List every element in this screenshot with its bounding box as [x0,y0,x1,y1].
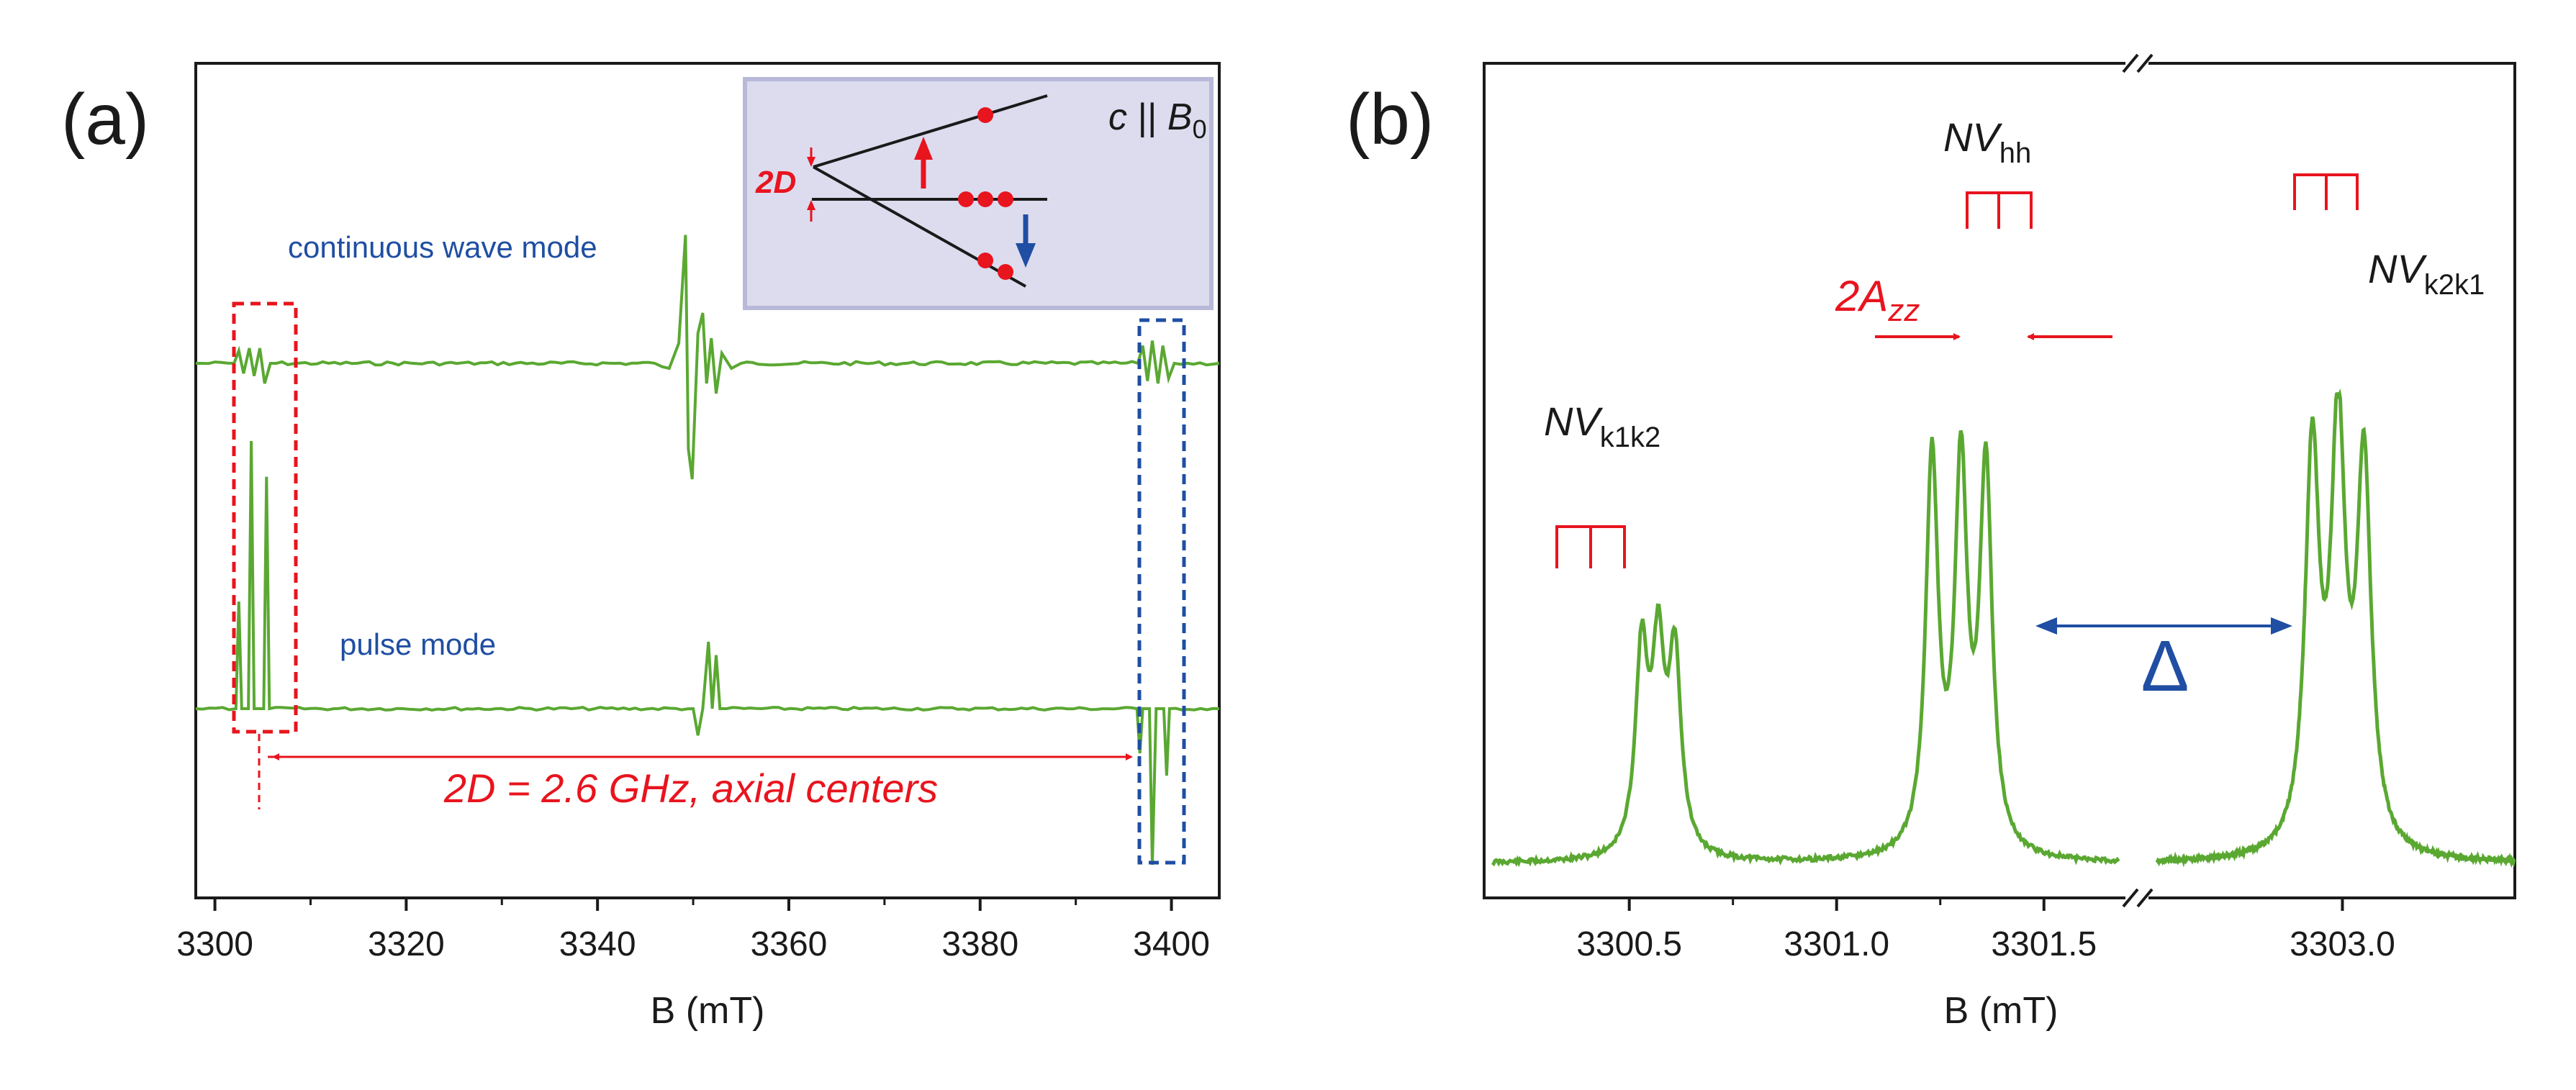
x-tick-label: 3300 [176,925,253,963]
panel-b-label: (b) [1346,79,1434,160]
upper-level-line [813,94,1048,168]
x-tick-label: 3301.5 [1991,925,2097,963]
population-dot [977,253,993,268]
delta-arrow-left-icon [2035,617,2057,635]
panel-b-xlabel: B (mT) [1944,990,2058,1032]
axis-break-mark [2136,888,2154,908]
panel-b-frame-left [1483,62,2125,899]
triplet-bracket-k2k1 [2293,173,2359,210]
triplet-bracket-k1k2 [1555,525,1626,568]
panel-a-frame [194,62,1221,899]
cw-mode-label: continuous wave mode [288,230,597,264]
nv-hh-label: NVhh [1943,114,2031,169]
panel-a-x-axis: 3300 3320 3340 3360 3380 3400 [176,898,1210,963]
series-line-cw [196,235,1220,480]
panel-a-xlabel: B (mT) [651,990,765,1032]
panel-b-frame-right [2148,62,2516,899]
x-tick-label: 3303.0 [2290,925,2395,963]
x-tick-label: 3301.0 [1784,925,1889,963]
population-dot [977,107,993,123]
up-arrow-icon [914,137,933,160]
delta-label: Δ [2141,626,2189,707]
triplet-bracket-hh [1966,191,2033,229]
inset-title: c || B0 [1108,96,1207,144]
panel-b: (b) 3300.5 3301.0 3301.5 3303.0 B (mT) NVk1… [1346,53,2516,1032]
pulse-mode-label: pulse mode [340,627,496,661]
x-tick-label: 3340 [559,925,636,963]
split-arrow-bottom-icon [807,200,815,210]
panel-a-label: (a) [61,79,149,160]
red-dashed-box [232,301,298,734]
population-dot [958,191,974,207]
x-tick-label: 3380 [941,925,1018,963]
x-tick-label: 3360 [751,925,828,963]
inset-2d-label: 2D [755,165,796,200]
panel-a: (a) 3300 3320 3340 3360 3380 3400 B (mT) cont… [61,62,1221,1032]
axis-break-mark [2136,53,2154,73]
series-line-nv-left [1491,430,2120,868]
population-dot [998,264,1013,280]
nv-k2k1-label: NVk2k1 [2368,246,2485,301]
down-arrow-icon [1016,243,1036,268]
inset-energy-diagram: 2D c || B0 [743,77,1214,310]
x-tick-label: 3300.5 [1576,925,1682,963]
axial-centers-label: 2D = 2.6 GHz, axial centers [443,766,938,811]
split-arrow-top-icon [807,157,815,167]
nv-k1k2-label: NVk1k2 [1544,399,1660,453]
panel-b-x-axis: 3300.5 3301.0 3301.5 3303.0 [1576,898,2395,963]
population-dot [998,191,1013,207]
population-dot [977,191,993,207]
delta-arrow-right-icon [2271,617,2292,635]
blue-dashed-box [1137,318,1186,865]
series-line-nv-right [2155,389,2516,868]
axis-break-mark [2122,888,2139,908]
x-tick-label: 3400 [1133,925,1210,963]
series-line-pulse [195,440,1220,866]
azz-label: 2Azz [1835,272,1920,328]
x-tick-label: 3320 [368,925,445,963]
axis-break-mark [2122,53,2139,73]
